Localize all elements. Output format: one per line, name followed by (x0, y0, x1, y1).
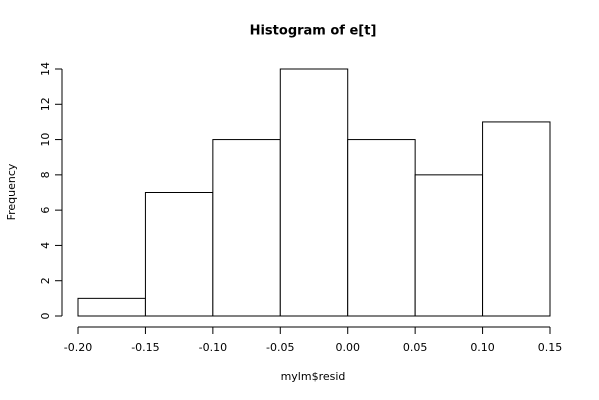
x-tick-label: 0.10 (470, 341, 495, 354)
x-tick-label: 0.05 (403, 341, 428, 354)
bar (414, 174, 484, 317)
y-axis-label: Frequency (5, 163, 18, 220)
bar (347, 139, 416, 317)
y-tick-label: 2 (39, 277, 52, 284)
y-tick-label: 10 (39, 133, 52, 147)
y-tick-label: 0 (39, 313, 52, 320)
x-tick-label: 0.15 (538, 341, 563, 354)
x-tick-label: -0.20 (64, 341, 92, 354)
x-tick-label: -0.05 (266, 341, 294, 354)
y-tick-label: 6 (39, 207, 52, 214)
y-tick-label: 14 (39, 62, 52, 76)
y-tick-label: 4 (39, 242, 52, 249)
x-axis-label: mylm$resid (281, 370, 346, 383)
bar (77, 297, 146, 317)
y-tick-label: 8 (39, 171, 52, 178)
y-tick-label: 12 (39, 97, 52, 111)
x-tick-label: -0.15 (131, 341, 159, 354)
bar (212, 139, 281, 317)
x-tick-label: 0.00 (335, 341, 360, 354)
bar (482, 121, 551, 317)
x-tick-label: -0.10 (199, 341, 227, 354)
chart-title: Histogram of e[t] (250, 24, 377, 39)
bar (279, 68, 349, 317)
bar (144, 192, 214, 317)
